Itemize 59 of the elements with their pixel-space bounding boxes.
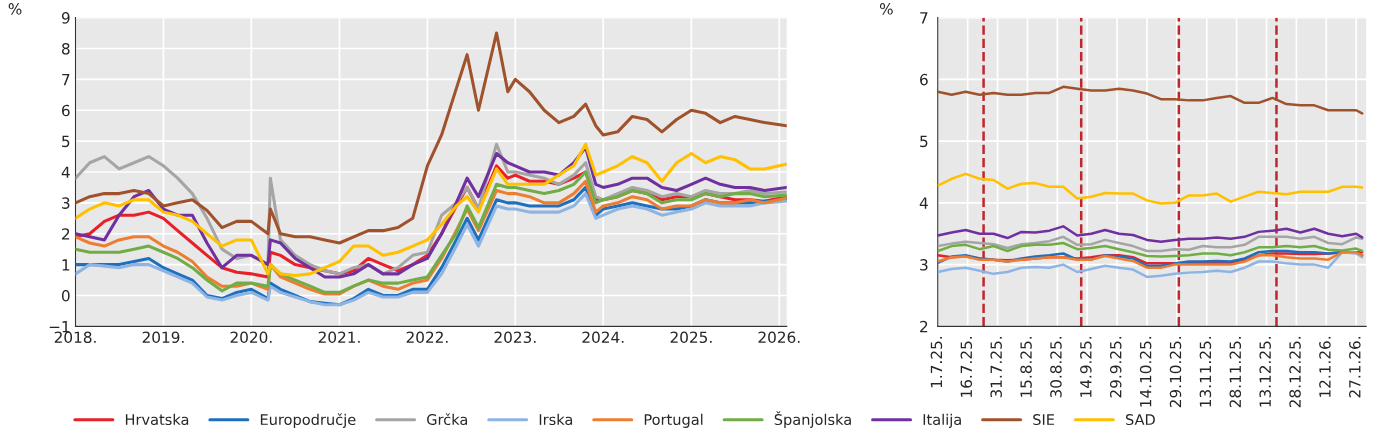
line-series: [937, 225, 1364, 244]
legend-label: Portugal: [644, 413, 703, 428]
x-tick-label: 2021.: [318, 331, 360, 344]
y-tick-label: −1: [49, 321, 70, 333]
line-series: [937, 241, 1364, 258]
x-tick-label: 29.10.25.: [1169, 337, 1182, 408]
x-tick-label: 16.7.25.: [960, 337, 973, 397]
legend-label: SAD: [1125, 414, 1155, 426]
y-axis-title: %: [8, 3, 22, 15]
legend-label: Španjolska: [774, 411, 851, 428]
line-series: [937, 172, 1364, 205]
line-series: [937, 235, 1364, 253]
x-tick-label: 2024.: [582, 331, 624, 344]
x-tick-label: 2022.: [406, 331, 448, 344]
x-tick-label: 14.9.25.: [1080, 337, 1092, 397]
x-tick-label: 1.7.25.: [930, 337, 943, 388]
x-tick-label: 15.8.25.: [1020, 337, 1032, 397]
legend-label: Hrvatska: [125, 413, 189, 426]
x-tick-label: 28.11.25.: [1229, 337, 1242, 408]
x-tick-label: 2019.: [142, 331, 184, 344]
legend-label: Irska: [539, 413, 573, 426]
y-tick-label: 3: [62, 197, 70, 209]
x-tick-label: 2018.: [54, 331, 96, 344]
legend-label: Europodručje: [260, 413, 356, 428]
y-tick-label: 2: [62, 228, 70, 240]
y-tick-label: 5: [62, 135, 70, 148]
line-series: [937, 85, 1364, 115]
y-tick-label: 0: [61, 289, 70, 302]
y-tick-label: 7: [62, 74, 70, 86]
legend-label: Italija: [923, 413, 961, 428]
x-tick-label: 28.12.25.: [1289, 337, 1301, 408]
line-series: [937, 251, 1364, 279]
y-tick-label: 9: [61, 12, 70, 24]
legend-label: Grčka: [427, 413, 468, 426]
y-tick-label: 3: [920, 259, 928, 271]
y-tick-label: 6: [920, 73, 928, 86]
y-tick-label: 4: [61, 166, 70, 178]
x-tick-label: 2025.: [670, 331, 712, 344]
y-tick-label: 1: [62, 259, 70, 271]
y-tick-label: 2: [920, 320, 928, 333]
x-tick-label: 30.8.25.: [1050, 337, 1062, 398]
legend-label: SIE: [1033, 414, 1055, 426]
y-tick-label: 4: [919, 197, 928, 209]
y-tick-label: 8: [61, 42, 70, 55]
x-tick-label: 2020.: [230, 331, 272, 344]
x-tick-label: 12.1.26.: [1319, 337, 1331, 397]
y-tick-label: 6: [62, 104, 70, 117]
x-tick-label: 13.11.25.: [1199, 337, 1212, 407]
x-tick-label: 2026.: [758, 331, 800, 344]
line-series: [75, 31, 787, 245]
x-tick-label: 31.7.25.: [990, 337, 1002, 398]
y-axis-title: %: [879, 3, 893, 15]
x-tick-label: 27.1.26.: [1349, 337, 1361, 398]
x-tick-label: 13.12.25.: [1259, 337, 1271, 407]
y-tick-label: 5: [920, 135, 928, 148]
x-tick-label: 2023.: [494, 331, 536, 344]
y-tick-label: 7: [920, 12, 928, 24]
x-tick-label: 29.9.25.: [1109, 337, 1122, 398]
x-tick-label: 14.10.25.: [1139, 337, 1152, 407]
